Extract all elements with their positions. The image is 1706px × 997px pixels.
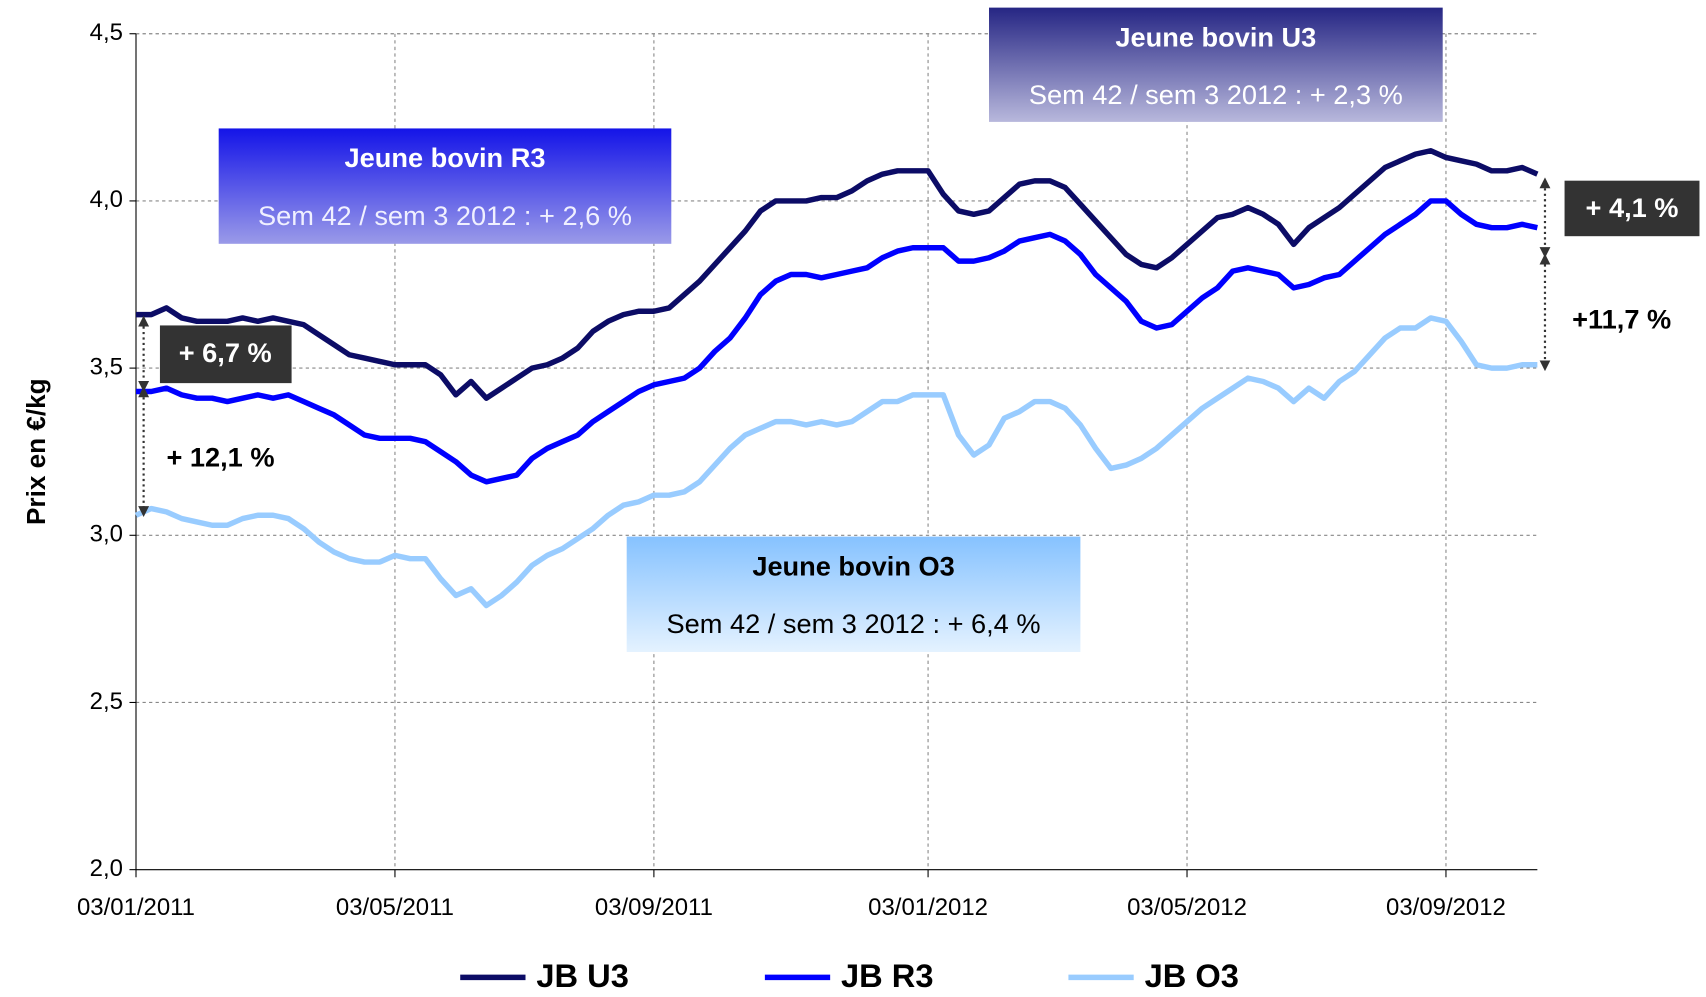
annotation-title: Jeune bovin U3 [1115,21,1316,52]
y-tick-label: 2,0 [90,855,123,882]
y-tick-label: 4,0 [90,186,123,213]
spread-label: + 6,7 % [179,337,272,368]
x-tick-label: 03/09/2011 [595,894,713,921]
spread-label: +11,7 % [1572,303,1671,334]
y-tick-label: 3,0 [90,521,123,548]
annotation-box [626,536,1081,652]
annotation-text: Sem 42 / sem 3 2012 : + 2,6 % [258,200,632,231]
x-tick-label: 03/01/2011 [77,894,195,921]
annotation-text: Sem 42 / sem 3 2012 : + 6,4 % [667,608,1041,639]
y-tick-label: 2,5 [90,688,123,715]
x-tick-label: 03/05/2012 [1127,894,1247,921]
line-series [134,315,1538,609]
annotation-text: Sem 42 / sem 3 2012 : + 2,3 % [1029,79,1403,110]
annotation-title: Jeune bovin O3 [752,550,954,581]
x-tick-label: 03/09/2012 [1386,894,1506,921]
annotation-box [989,7,1443,122]
legend-label: JB U3 [536,957,628,994]
annotation-title: Jeune bovin R3 [345,142,546,173]
spread-box [159,325,292,384]
spread-label: + 4,1 % [1586,192,1679,223]
annotation-box [218,128,672,244]
y-axis-label: Prix en €/kg [21,378,51,525]
legend-label: JB R3 [841,957,933,994]
legend-label: JB O3 [1145,957,1239,994]
line-series [136,198,1538,485]
x-tick-label: 03/05/2011 [336,894,454,921]
y-tick-label: 3,5 [90,353,123,380]
spread-label: + 12,1 % [166,442,274,473]
y-tick-label: 4,5 [90,19,123,46]
x-tick-label: 03/01/2012 [868,894,988,921]
line-series [136,148,1539,401]
spread-box [1564,180,1700,237]
